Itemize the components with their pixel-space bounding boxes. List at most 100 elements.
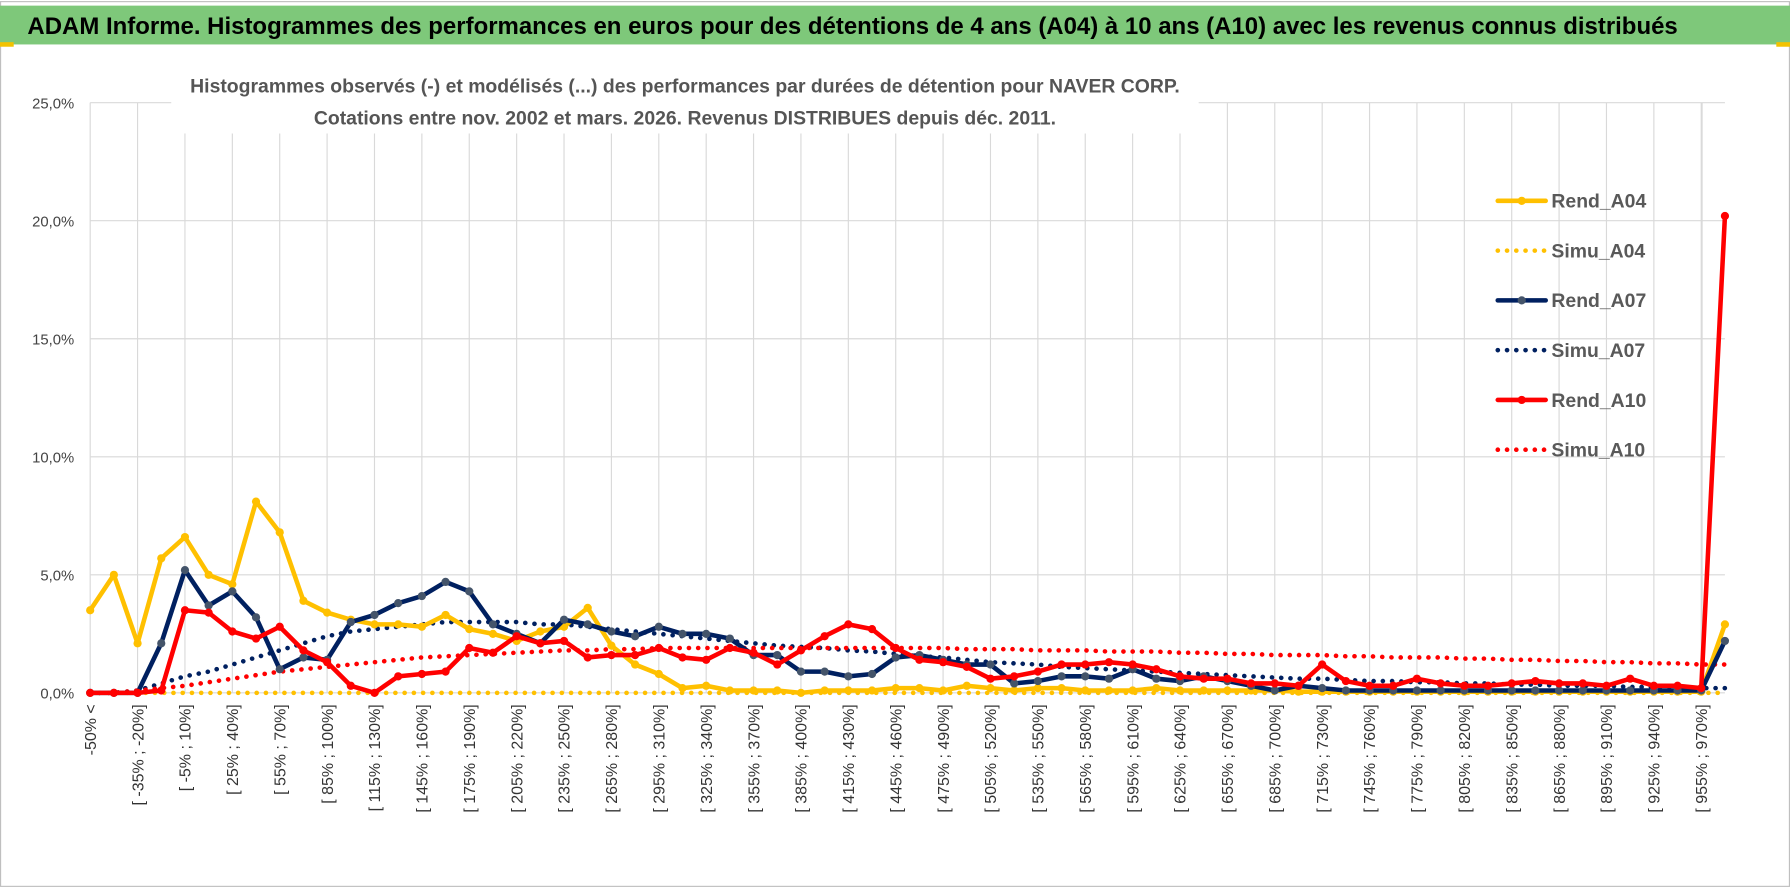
marker bbox=[678, 684, 687, 693]
marker bbox=[1341, 686, 1350, 695]
x-tick-label: [ -35% ; -20%] bbox=[130, 704, 147, 805]
marker bbox=[370, 610, 379, 620]
marker bbox=[1081, 672, 1090, 681]
marker bbox=[488, 629, 498, 638]
marker bbox=[417, 622, 426, 631]
x-tick-label: [ 955% ; 970%] bbox=[1694, 704, 1711, 812]
marker bbox=[536, 639, 545, 648]
marker bbox=[1223, 674, 1232, 683]
marker bbox=[1507, 686, 1516, 695]
marker bbox=[1412, 686, 1422, 695]
legend-marker bbox=[1517, 395, 1526, 405]
marker bbox=[1720, 636, 1730, 646]
marker bbox=[796, 646, 806, 655]
marker bbox=[441, 610, 450, 620]
marker bbox=[1720, 620, 1730, 629]
marker bbox=[488, 648, 498, 657]
x-tick-label: [ 325% ; 340%] bbox=[699, 704, 716, 812]
marker bbox=[251, 634, 261, 643]
marker bbox=[1128, 686, 1137, 695]
marker bbox=[867, 669, 877, 679]
marker bbox=[1199, 686, 1208, 695]
marker bbox=[275, 622, 284, 631]
y-tick-label: 20,0% bbox=[32, 214, 74, 230]
y-tick-label: 0,0% bbox=[40, 687, 74, 703]
marker bbox=[654, 669, 663, 679]
corner bbox=[1776, 42, 1790, 47]
marker bbox=[1554, 679, 1564, 688]
x-tick-label: [ 385% ; 400%] bbox=[794, 704, 811, 812]
x-tick-label: [ 925% ; 940%] bbox=[1647, 704, 1664, 812]
marker bbox=[417, 591, 426, 601]
marker bbox=[938, 658, 948, 667]
marker bbox=[986, 684, 995, 693]
marker bbox=[465, 587, 474, 596]
x-tick-label: [ 175% ; 190%] bbox=[462, 704, 479, 812]
x-tick-label: [ 775% ; 790%] bbox=[1410, 704, 1427, 812]
marker bbox=[157, 686, 166, 695]
marker bbox=[1483, 681, 1493, 690]
marker bbox=[773, 660, 782, 669]
marker bbox=[1057, 684, 1066, 693]
marker bbox=[820, 667, 829, 676]
marker bbox=[820, 686, 829, 695]
marker bbox=[1246, 679, 1256, 688]
marker bbox=[441, 577, 450, 587]
marker bbox=[1649, 681, 1658, 690]
marker bbox=[962, 662, 971, 672]
x-tick-label: [ 805% ; 820%] bbox=[1457, 704, 1474, 812]
marker bbox=[678, 629, 687, 638]
marker bbox=[986, 674, 995, 683]
y-tick-label: 5,0% bbox=[40, 569, 74, 585]
marker bbox=[1294, 687, 1303, 696]
marker bbox=[559, 615, 569, 624]
marker bbox=[938, 686, 948, 695]
x-tick-label: [ 445% ; 460%] bbox=[888, 704, 905, 812]
marker bbox=[394, 672, 403, 681]
marker bbox=[654, 622, 663, 631]
chart-subtitle: Cotations entre nov. 2002 et mars. 2026.… bbox=[314, 107, 1056, 129]
x-tick-label: [ 745% ; 760%] bbox=[1362, 704, 1379, 812]
marker bbox=[962, 681, 971, 690]
y-tick-label: 25,0% bbox=[32, 96, 74, 112]
x-tick-label: [ 265% ; 280%] bbox=[604, 704, 621, 812]
marker bbox=[867, 625, 877, 634]
marker bbox=[228, 627, 237, 636]
marker bbox=[915, 684, 924, 693]
header-bar bbox=[0, 5, 1790, 45]
marker bbox=[725, 686, 734, 695]
marker bbox=[251, 613, 261, 622]
marker bbox=[1199, 674, 1208, 683]
legend-marker bbox=[1517, 296, 1526, 305]
marker bbox=[1531, 686, 1540, 695]
marker bbox=[820, 632, 829, 641]
marker bbox=[275, 528, 284, 537]
marker bbox=[1104, 658, 1114, 667]
x-tick-label: [ 415% ; 430%] bbox=[841, 704, 858, 812]
x-tick-label: [ -5% ; 10%] bbox=[178, 704, 195, 791]
marker bbox=[654, 643, 663, 653]
marker bbox=[394, 620, 403, 629]
marker bbox=[86, 606, 95, 615]
y-tick-label: 10,0% bbox=[32, 450, 74, 466]
marker bbox=[1720, 211, 1730, 221]
marker bbox=[1602, 681, 1611, 690]
marker bbox=[157, 554, 166, 563]
marker bbox=[322, 658, 332, 667]
marker bbox=[1318, 684, 1327, 693]
title-box bbox=[171, 69, 1199, 134]
x-tick-label: [ 835% ; 850%] bbox=[1504, 704, 1521, 812]
grid: 0,0% 5,0% 10,0% 15,0% 20,0% 25,0% -50% < [ -35%… bbox=[32, 69, 1725, 813]
marker bbox=[417, 669, 426, 679]
marker bbox=[1460, 681, 1469, 690]
marker bbox=[465, 625, 474, 634]
marker bbox=[915, 655, 924, 664]
marker bbox=[370, 620, 379, 629]
marker bbox=[133, 639, 142, 648]
marker bbox=[773, 686, 782, 695]
legend-label: Simu_A07 bbox=[1551, 340, 1645, 362]
x-tick-label: [ 115% ; 130%] bbox=[367, 704, 384, 811]
